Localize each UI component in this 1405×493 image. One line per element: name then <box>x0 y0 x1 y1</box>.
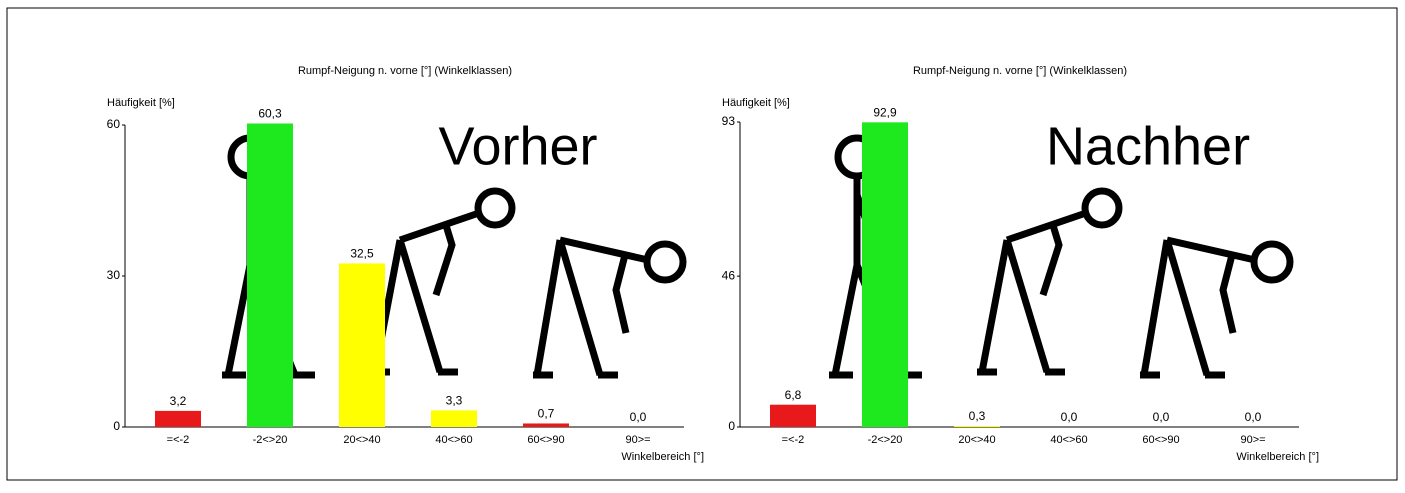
x-tick-label: 90>= <box>1240 434 1265 446</box>
x-tick-label: -2<>20 <box>868 434 903 446</box>
y-tick-label: 93 <box>722 114 736 128</box>
value-label: 6,8 <box>785 388 802 402</box>
x-axis-label: Winkelbereich [°] <box>1236 451 1319 463</box>
x-axis-label: Winkelbereich [°] <box>621 451 704 463</box>
bar <box>523 423 569 427</box>
y-tick-label: 46 <box>722 268 736 282</box>
x-tick-label: -2<>20 <box>253 434 288 446</box>
x-tick-label: =<-2 <box>167 434 190 446</box>
value-label: 0,0 <box>1245 410 1262 424</box>
bar <box>954 426 1000 427</box>
y-tick-label: 30 <box>107 268 121 282</box>
chart-title: Rumpf-Neigung n. vorne [°] (Winkelklasse… <box>298 65 512 77</box>
bar <box>155 411 201 427</box>
x-tick-label: 40<>60 <box>435 434 472 446</box>
x-tick-label: 90>= <box>625 434 650 446</box>
x-tick-label: 60<>90 <box>1142 434 1179 446</box>
value-label: 0,0 <box>630 410 647 424</box>
bar <box>770 405 816 427</box>
bar <box>339 263 385 427</box>
x-tick-label: 60<>90 <box>527 434 564 446</box>
value-label: 0,0 <box>1153 410 1170 424</box>
y-axis-label: Häufigkeit [%] <box>107 97 175 109</box>
value-label: 3,2 <box>170 394 187 408</box>
y-tick-label: 0 <box>728 419 735 433</box>
bar <box>862 122 908 427</box>
y-tick-label: 0 <box>113 419 120 433</box>
bar <box>431 410 477 427</box>
y-axis-label: Häufigkeit [%] <box>722 97 790 109</box>
x-tick-label: 20<>40 <box>958 434 995 446</box>
annotation: Vorher <box>438 116 597 176</box>
x-tick-label: 20<>40 <box>343 434 380 446</box>
chart-title: Rumpf-Neigung n. vorne [°] (Winkelklasse… <box>913 65 1127 77</box>
value-label: 32,5 <box>350 247 374 261</box>
x-tick-label: 40<>60 <box>1050 434 1087 446</box>
value-label: 0,0 <box>1061 410 1078 424</box>
bar <box>247 123 293 427</box>
y-tick-label: 60 <box>107 117 121 131</box>
value-label: 92,9 <box>873 105 897 119</box>
x-tick-label: =<-2 <box>782 434 805 446</box>
value-label: 0,3 <box>969 409 986 423</box>
chart: Rumpf-Neigung n. vorne [°] (Winkelklasse… <box>0 0 1405 488</box>
value-label: 60,3 <box>258 107 282 121</box>
value-label: 3,3 <box>446 394 463 408</box>
value-label: 0,7 <box>538 407 555 421</box>
annotation: Nachher <box>1046 116 1250 176</box>
